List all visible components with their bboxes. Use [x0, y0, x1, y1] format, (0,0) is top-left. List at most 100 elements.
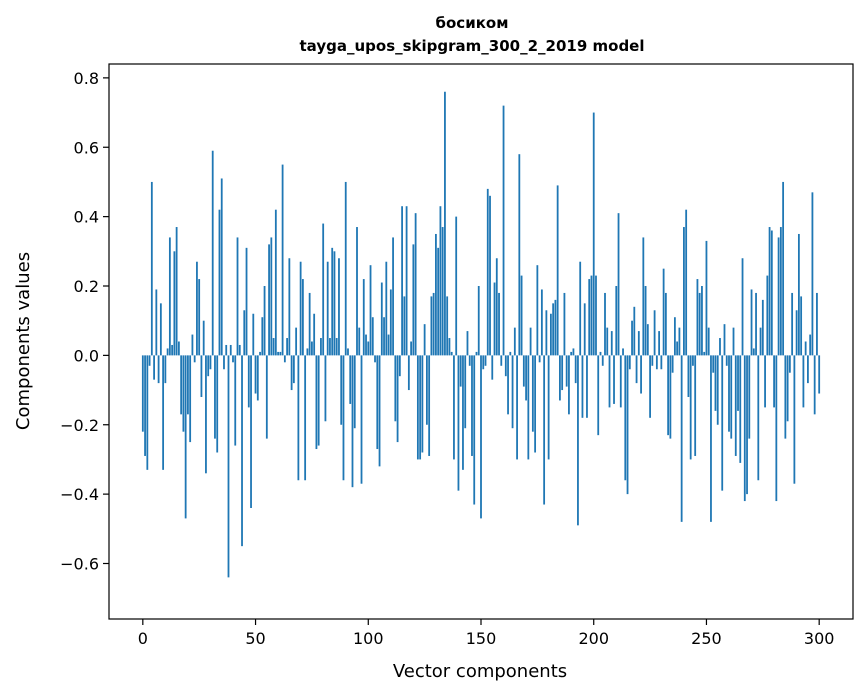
bar-178: [543, 355, 546, 505]
bar-4: [150, 181, 153, 356]
bar-133: [441, 227, 444, 356]
bar-34: [218, 209, 221, 356]
bar-150: [480, 355, 482, 519]
bar-109: [387, 334, 390, 356]
bar-24: [196, 261, 198, 356]
bar-61: [279, 351, 282, 356]
bar-298: [813, 355, 816, 415]
bar-64: [286, 338, 289, 356]
bar-245: [694, 355, 697, 456]
bar-207: [608, 355, 611, 408]
bar-122: [416, 355, 419, 460]
bar-254: [714, 355, 717, 411]
bar-283: [779, 227, 782, 356]
bar-240: [683, 227, 685, 356]
bar-111: [392, 237, 394, 356]
bar-135: [446, 296, 449, 356]
bar-249: [703, 351, 706, 356]
bar-101: [369, 265, 372, 356]
bar-192: [574, 355, 577, 384]
bar-279: [770, 230, 773, 356]
bar-0: [141, 355, 144, 432]
bar-48: [250, 355, 252, 508]
bar-62: [281, 164, 284, 356]
bar-125: [423, 324, 426, 356]
bar-46: [245, 247, 248, 356]
bar-50: [254, 355, 257, 394]
bar-259: [725, 355, 728, 366]
bar-186: [561, 355, 564, 391]
x-tick-label: 100: [353, 629, 384, 648]
bar-81: [324, 355, 327, 422]
bar-160: [502, 105, 505, 356]
bar-18: [182, 355, 185, 432]
bar-70: [299, 261, 302, 356]
bar-242: [687, 355, 690, 397]
bar-148: [475, 351, 478, 356]
bar-55: [265, 355, 268, 439]
bar-127: [428, 355, 431, 456]
chart-title: босиком: [436, 14, 509, 32]
bar-202: [597, 355, 600, 436]
bar-118: [407, 355, 410, 391]
bar-260: [728, 355, 730, 432]
bar-272: [755, 292, 757, 356]
bar-45: [243, 310, 246, 356]
bar-184: [556, 185, 559, 356]
bar-92: [349, 355, 352, 404]
bar-241: [685, 209, 688, 356]
bar-140: [457, 355, 460, 491]
bar-193: [577, 355, 579, 526]
bar-13: [171, 344, 174, 356]
bar-72: [304, 355, 307, 481]
bar-66: [290, 355, 293, 391]
bar-233: [667, 355, 670, 436]
bar-225: [649, 355, 651, 418]
bar-15: [175, 227, 178, 356]
bar-84: [331, 247, 334, 356]
bar-194: [579, 261, 582, 356]
bar-99: [365, 334, 367, 356]
bar-231: [662, 268, 665, 356]
bar-297: [811, 192, 814, 356]
bar-246: [696, 279, 699, 356]
bar-78: [317, 355, 320, 446]
bar-85: [333, 251, 336, 356]
bar-196: [583, 303, 586, 356]
bar-213: [622, 348, 624, 356]
bar-144: [466, 331, 469, 356]
bar-171: [527, 355, 530, 460]
bar-17: [180, 355, 183, 415]
bar-189: [568, 355, 570, 415]
bar-5: [153, 355, 155, 380]
bar-166: [516, 355, 518, 460]
bar-206: [606, 327, 609, 356]
bar-276: [764, 355, 766, 408]
y-tick-label: 0.8: [74, 69, 99, 88]
bar-19: [184, 355, 187, 519]
bar-113: [396, 355, 399, 443]
bar-278: [768, 227, 771, 356]
bar-156: [493, 282, 496, 356]
bar-77: [315, 355, 318, 450]
bar-69: [297, 355, 300, 481]
bar-281: [775, 355, 778, 502]
bar-139: [455, 216, 458, 356]
bar-53: [261, 317, 264, 356]
bar-8: [159, 303, 162, 356]
bar-191: [572, 348, 575, 356]
bar-108: [385, 261, 388, 356]
bar-181: [549, 313, 552, 356]
bar-21: [189, 355, 192, 443]
bar-173: [531, 355, 534, 432]
bar-285: [784, 355, 787, 439]
bar-165: [513, 327, 516, 356]
y-tick-label: −0.6: [60, 555, 99, 574]
bar-41: [234, 355, 237, 446]
bar-247: [698, 292, 701, 356]
bar-36: [223, 355, 225, 370]
bar-212: [619, 355, 622, 408]
bar-238: [678, 327, 681, 356]
bar-20: [187, 355, 189, 415]
bar-123: [419, 355, 422, 460]
